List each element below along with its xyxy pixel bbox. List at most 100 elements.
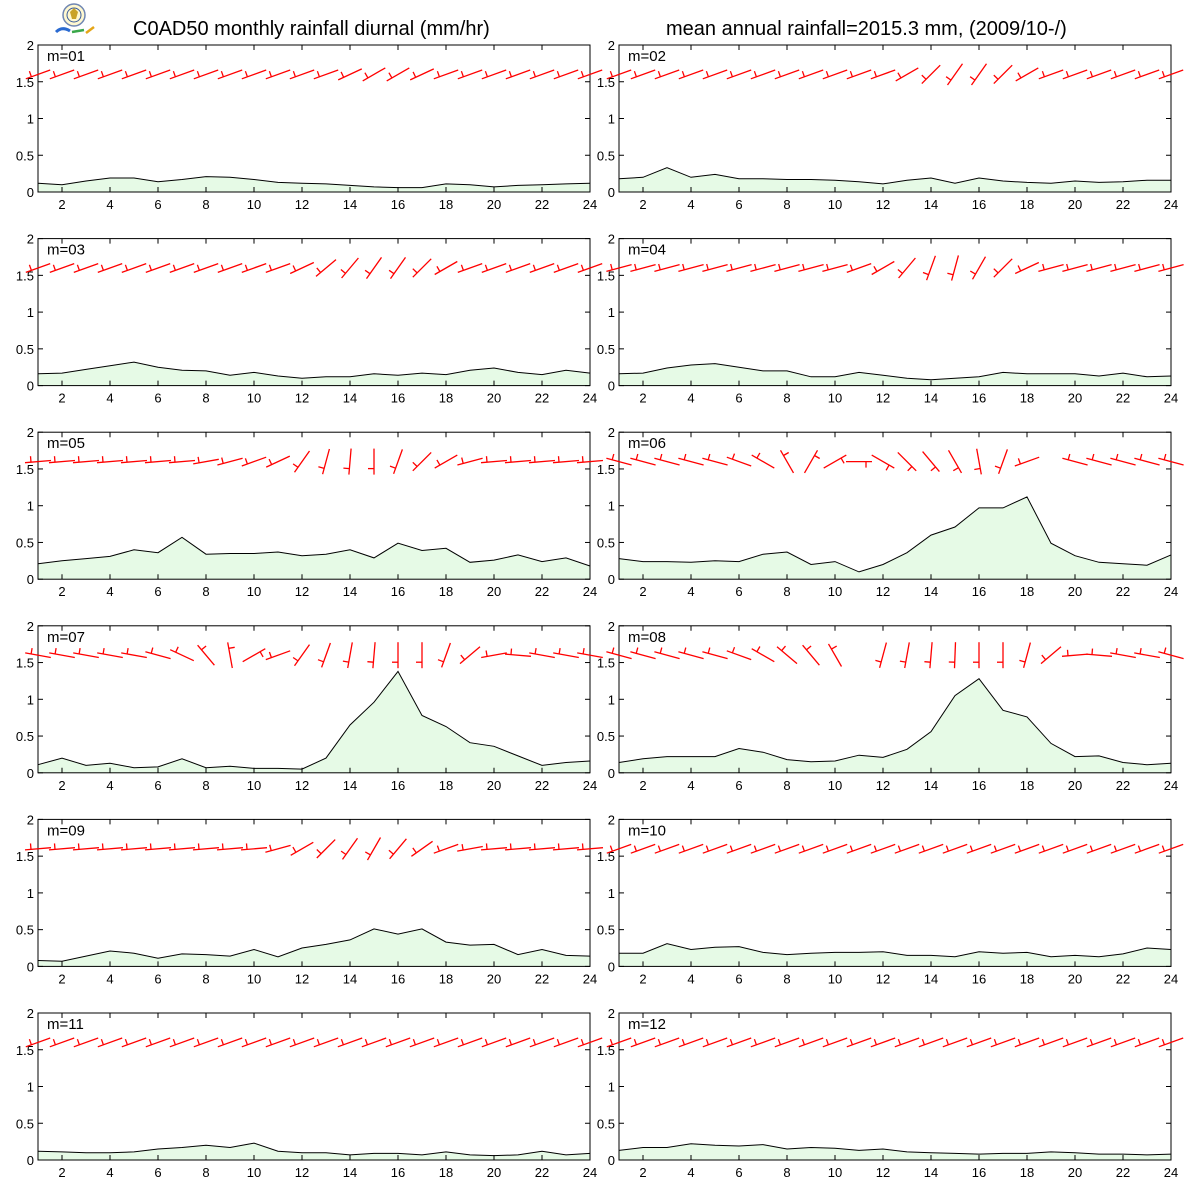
wind-barb [192, 847, 220, 851]
wind-barb-feather [581, 843, 584, 850]
wind-barb-feather [1089, 1038, 1094, 1046]
wind-barb-feather [705, 70, 710, 78]
wind-barb [751, 454, 775, 469]
wind-barb [942, 843, 968, 854]
wind-barb [1158, 263, 1184, 273]
wind-barb [97, 652, 123, 659]
wind-barb-feather [172, 1038, 177, 1046]
wind-barb-feather [609, 845, 614, 852]
wind-barb [921, 64, 941, 85]
wind-barb [49, 69, 75, 80]
wind-barb [290, 841, 314, 856]
plot-frame [618, 818, 1172, 967]
wind-barb-feather [436, 1038, 441, 1046]
x-tick-label: 4 [106, 197, 113, 212]
wind-barb-feather [707, 647, 711, 654]
wind-barb [73, 69, 99, 80]
wind-barb-feather [1089, 70, 1094, 78]
rain-line [37, 176, 591, 189]
panel-label: m=04 [628, 242, 666, 259]
wind-barb [145, 1037, 171, 1048]
wind-barb [1158, 69, 1184, 80]
wind-barb [751, 648, 775, 663]
x-tick-label: 12 [295, 391, 309, 406]
plot-frame [618, 431, 1172, 580]
wind-barb-feather [460, 654, 466, 661]
y-tick-label: 2 [608, 1006, 615, 1021]
wind-barb-feather [897, 72, 902, 79]
wind-barb-feather [1139, 453, 1143, 460]
wind-barb-feather [342, 660, 349, 663]
x-tick-label: 14 [924, 197, 938, 212]
y-tick-label: 1.5 [597, 75, 615, 90]
wind-barb-feather [873, 265, 878, 272]
x-tick-label: 22 [1116, 971, 1130, 986]
wind-barb [289, 1037, 315, 1048]
wind-barb [702, 457, 728, 466]
x-tick-label: 4 [106, 778, 113, 793]
x-tick-label: 24 [1164, 584, 1178, 599]
x-tick-label: 6 [154, 778, 161, 793]
x-tick-label: 2 [58, 778, 65, 793]
wind-barb [144, 847, 172, 851]
wind-barb-feather [196, 1038, 201, 1046]
y-tick-label: 1 [608, 499, 615, 514]
wind-barb-feather [753, 1038, 758, 1046]
wind-barb-feather [388, 269, 395, 275]
rain-area [619, 678, 1171, 773]
y-tick-label: 0.5 [597, 342, 615, 357]
wind-barb [1015, 67, 1039, 82]
wind-barb-feather [532, 1038, 537, 1046]
wind-barb-feather [100, 1038, 105, 1046]
wind-barb-feather [244, 70, 249, 78]
y-tick-label: 1 [608, 886, 615, 901]
rain-line [618, 678, 1172, 766]
x-tick-label: 14 [924, 1165, 938, 1180]
wind-barb-feather [53, 843, 56, 850]
x-tick-label: 22 [535, 971, 549, 986]
wind-barb [265, 650, 291, 661]
wind-barb-feather [1017, 72, 1022, 79]
wind-barb [505, 262, 531, 274]
wind-barb-feather [172, 70, 177, 78]
x-tick-label: 10 [828, 971, 842, 986]
wind-barb-feather [197, 456, 200, 463]
rain-line [618, 1143, 1172, 1156]
wind-barb-feather [921, 74, 927, 80]
wind-barb [878, 642, 888, 668]
wind-barb [1134, 69, 1160, 80]
wind-barb-feather [149, 456, 152, 463]
wind-barb-feather [1041, 70, 1046, 78]
wind-barb [606, 457, 632, 466]
wind-barb-feather [885, 464, 890, 471]
x-tick-label: 16 [972, 584, 986, 599]
panel-label: m=07 [47, 629, 85, 646]
wind-barb-feather [76, 70, 81, 78]
wind-barb-feather [582, 647, 585, 655]
x-tick-label: 20 [487, 1165, 501, 1180]
wind-barb-feather [364, 851, 371, 856]
wind-barb-feather [801, 845, 806, 852]
wind-barb [412, 258, 432, 278]
wind-barb [265, 1037, 291, 1048]
wind-barb-feather [683, 647, 687, 654]
wind-barb-feather [150, 647, 154, 654]
wind-barb-feather [556, 264, 561, 271]
wind-barb [798, 843, 824, 854]
wind-barb-feather [1161, 70, 1166, 78]
wind-barb-feather [29, 843, 32, 850]
x-tick-label: 16 [391, 778, 405, 793]
wind-barb-feather [1041, 1038, 1046, 1046]
wind-barb-feather [292, 265, 297, 272]
rain-line [37, 928, 591, 962]
wind-barb-feather [28, 70, 33, 78]
wind-barb [726, 1037, 752, 1048]
wind-barb-feather [993, 74, 999, 80]
x-tick-label: 24 [583, 778, 597, 793]
wind-barb [72, 459, 100, 464]
wind-barb [481, 262, 507, 274]
rain-line [37, 536, 591, 567]
wind-barb-feather [825, 70, 830, 78]
